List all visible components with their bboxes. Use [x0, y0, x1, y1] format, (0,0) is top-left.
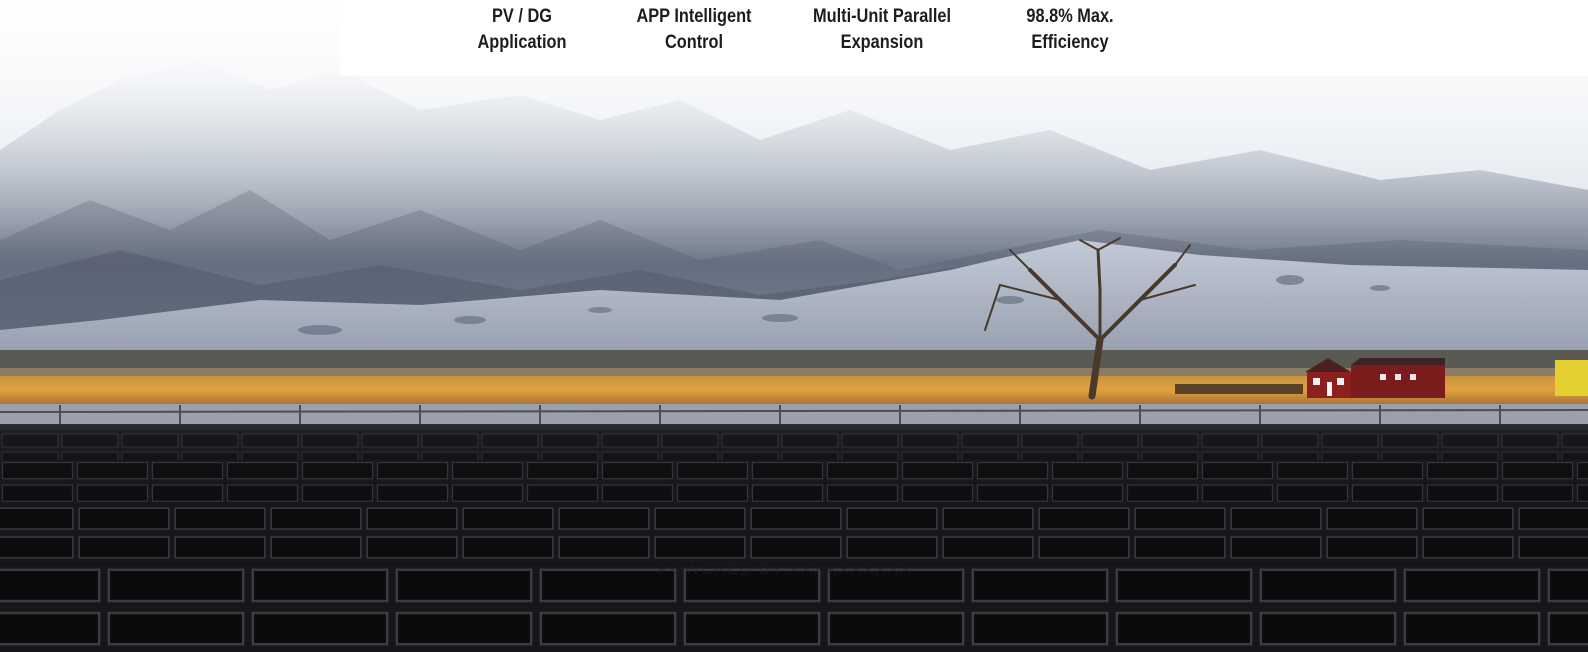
solar-panel-rows [0, 430, 1588, 652]
dunes [0, 240, 1588, 352]
feature-app-control-line1: APP Intelligent [636, 6, 752, 27]
feature-pv-dg-line1: PV / DG [492, 6, 552, 27]
bare-tree [984, 237, 1196, 400]
feature-pv-dg-line2: Application [477, 32, 567, 53]
feature-app-control-line2: Control [664, 32, 724, 53]
feature-parallel: Multi-Unit Parallel Expansion [794, 4, 969, 56]
feature-app-control: APP Intelligent Control [616, 4, 773, 56]
feature-pv-dg: PV / DG Application [460, 4, 584, 56]
feature-efficiency-line1: 98.8% Max. [1026, 6, 1114, 27]
feature-bar: PV / DG Application APP Intelligent Cont… [340, 0, 1588, 76]
feature-efficiency: 98.8% Max. Efficiency [999, 4, 1140, 56]
feature-parallel-line2: Expansion [840, 32, 924, 53]
red-barn [1305, 358, 1445, 398]
hero-caption: POWERED BY XXXXXXXXXX [657, 559, 913, 578]
feature-parallel-line1: Multi-Unit Parallel [812, 6, 952, 27]
fence-strip [0, 404, 1588, 426]
feature-efficiency-line2: Efficiency [1031, 32, 1109, 53]
